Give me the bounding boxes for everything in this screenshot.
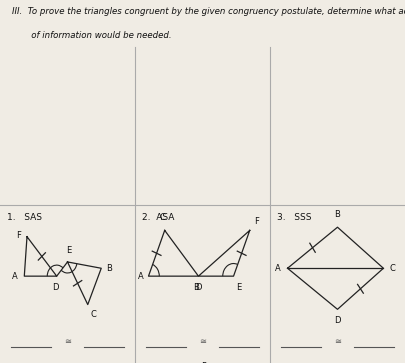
Text: ≅: ≅ (334, 337, 341, 346)
Text: C: C (159, 213, 165, 223)
Text: F: F (254, 217, 259, 226)
Text: E: E (237, 283, 241, 292)
Text: P: P (201, 362, 207, 363)
Text: of information would be needed.: of information would be needed. (12, 30, 172, 40)
Text: B: B (335, 210, 341, 219)
Text: D: D (52, 283, 59, 292)
Text: A: A (275, 264, 281, 273)
Text: C: C (390, 264, 396, 273)
Text: A: A (12, 272, 18, 281)
Text: III.  To prove the triangles congruent by the given congruency postulate, determ: III. To prove the triangles congruent by… (12, 7, 405, 16)
Text: 1.   SAS: 1. SAS (7, 213, 42, 222)
Text: B: B (193, 283, 199, 292)
Text: ≅: ≅ (199, 337, 206, 346)
Text: ≅: ≅ (64, 337, 71, 346)
Text: D: D (195, 283, 202, 292)
Text: B: B (107, 264, 112, 273)
Text: C: C (90, 310, 96, 319)
Text: F: F (17, 231, 21, 240)
Text: E: E (66, 246, 71, 256)
Text: 2.  ASA: 2. ASA (142, 213, 174, 222)
Text: A: A (138, 272, 143, 281)
Text: 3.   SSS: 3. SSS (277, 213, 311, 222)
Text: D: D (334, 316, 341, 325)
